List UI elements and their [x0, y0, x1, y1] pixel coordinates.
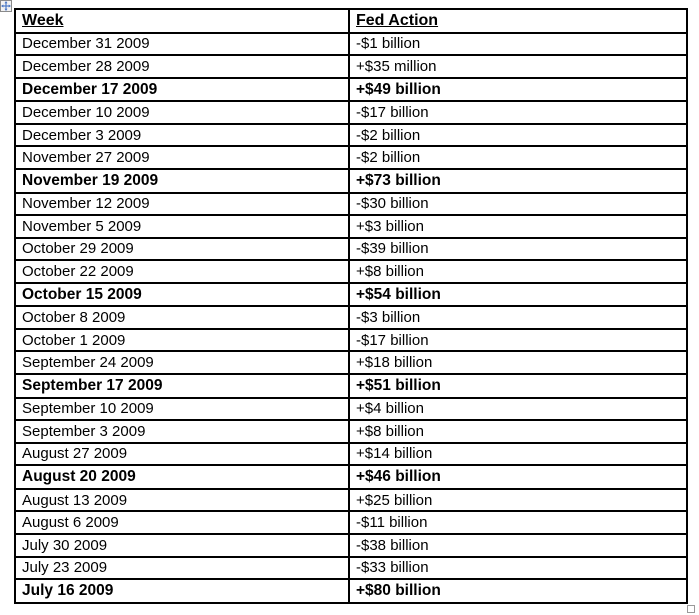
action-cell[interactable]: -$17 billion: [348, 100, 688, 125]
week-cell[interactable]: October 8 2009: [14, 305, 350, 330]
table-row: October 1 2009 -$17 billion: [14, 327, 688, 353]
action-cell[interactable]: -$39 billion: [348, 236, 688, 262]
action-cell[interactable]: -$30 billion: [348, 191, 688, 217]
week-cell[interactable]: July 16 2009: [14, 578, 350, 604]
action-cell[interactable]: +$51 billion: [348, 373, 688, 399]
week-cell[interactable]: December 17 2009: [14, 76, 350, 103]
table-row: November 27 2009 -$2 billion: [14, 145, 688, 170]
week-cell[interactable]: August 13 2009: [14, 487, 350, 513]
action-cell[interactable]: +$49 billion: [348, 76, 688, 103]
week-cell[interactable]: August 20 2009: [14, 464, 350, 490]
column-header-fed-action[interactable]: Fed Action: [348, 8, 688, 34]
table-row: September 10 2009 +$4 billion: [14, 396, 688, 422]
table-row: September 17 2009 +$51 billion: [14, 373, 688, 399]
week-cell[interactable]: October 1 2009: [14, 327, 350, 353]
action-cell[interactable]: +$73 billion: [348, 167, 688, 194]
action-cell[interactable]: -$38 billion: [348, 533, 688, 558]
week-cell[interactable]: November 5 2009: [14, 214, 350, 239]
table-row: December 31 2009 -$1 billion: [14, 31, 688, 57]
week-cell[interactable]: September 3 2009: [14, 419, 350, 444]
action-cell[interactable]: +$35 million: [348, 54, 688, 79]
table-row: July 23 2009 -$33 billion: [14, 555, 688, 580]
action-cell[interactable]: +$54 billion: [348, 281, 688, 308]
action-cell[interactable]: -$2 billion: [348, 145, 688, 170]
table-row: December 10 2009 -$17 billion: [14, 100, 688, 125]
table-row: September 3 2009 +$8 billion: [14, 419, 688, 444]
week-cell[interactable]: September 24 2009: [14, 350, 350, 375]
week-cell[interactable]: September 10 2009: [14, 396, 350, 422]
table-row: December 17 2009 +$49 billion: [14, 76, 688, 103]
week-cell[interactable]: December 31 2009: [14, 31, 350, 57]
column-header-week[interactable]: Week: [14, 8, 350, 34]
week-cell[interactable]: July 23 2009: [14, 555, 350, 580]
table-row: August 20 2009 +$46 billion: [14, 464, 688, 490]
week-cell[interactable]: November 27 2009: [14, 145, 350, 170]
table-row: November 12 2009 -$30 billion: [14, 191, 688, 217]
action-cell[interactable]: +$46 billion: [348, 464, 688, 490]
table-row: November 5 2009 +$3 billion: [14, 214, 688, 239]
week-cell[interactable]: October 29 2009: [14, 236, 350, 262]
table-resize-handle[interactable]: [687, 605, 695, 613]
week-cell[interactable]: July 30 2009: [14, 533, 350, 558]
action-cell[interactable]: +$3 billion: [348, 214, 688, 239]
action-cell[interactable]: -$2 billion: [348, 122, 688, 148]
table-row: December 28 2009 +$35 million: [14, 54, 688, 79]
action-cell[interactable]: +$8 billion: [348, 259, 688, 284]
table-row: July 16 2009 +$80 billion: [14, 578, 688, 604]
action-cell[interactable]: -$17 billion: [348, 327, 688, 353]
action-cell[interactable]: +$18 billion: [348, 350, 688, 375]
table-row: August 13 2009 +$25 billion: [14, 487, 688, 513]
action-cell[interactable]: +$4 billion: [348, 396, 688, 422]
action-cell[interactable]: -$33 billion: [348, 555, 688, 580]
table-move-handle[interactable]: [0, 0, 12, 12]
table-row: August 6 2009 -$11 billion: [14, 510, 688, 535]
week-cell[interactable]: December 28 2009: [14, 54, 350, 79]
action-cell[interactable]: +$8 billion: [348, 419, 688, 444]
action-cell[interactable]: -$3 billion: [348, 305, 688, 330]
week-cell[interactable]: September 17 2009: [14, 373, 350, 399]
week-cell[interactable]: October 15 2009: [14, 281, 350, 308]
action-cell[interactable]: +$80 billion: [348, 578, 688, 604]
table-row: October 15 2009 +$54 billion: [14, 281, 688, 308]
action-cell[interactable]: -$1 billion: [348, 31, 688, 57]
move-cross-icon: [1, 1, 11, 11]
fed-action-table: Week Fed Action December 31 2009 -$1 bil…: [14, 8, 688, 604]
table-row: July 30 2009 -$38 billion: [14, 533, 688, 558]
week-cell[interactable]: August 6 2009: [14, 510, 350, 535]
week-cell[interactable]: December 3 2009: [14, 122, 350, 148]
action-cell[interactable]: -$11 billion: [348, 510, 688, 535]
week-cell[interactable]: November 12 2009: [14, 191, 350, 217]
week-cell[interactable]: December 10 2009: [14, 100, 350, 125]
column-header-week-label: Week: [22, 11, 64, 29]
table-row: December 3 2009 -$2 billion: [14, 122, 688, 148]
column-header-fed-action-label: Fed Action: [356, 11, 439, 29]
table-row: September 24 2009 +$18 billion: [14, 350, 688, 375]
week-cell[interactable]: November 19 2009: [14, 167, 350, 194]
table-row: October 8 2009 -$3 billion: [14, 305, 688, 330]
week-cell[interactable]: August 27 2009: [14, 441, 350, 467]
action-cell[interactable]: +$25 billion: [348, 487, 688, 513]
week-cell[interactable]: October 22 2009: [14, 259, 350, 284]
table-row: August 27 2009 +$14 billion: [14, 441, 688, 467]
table-row: October 22 2009 +$8 billion: [14, 259, 688, 284]
table-header-row: Week Fed Action: [14, 8, 688, 34]
table-row: November 19 2009 +$73 billion: [14, 167, 688, 194]
action-cell[interactable]: +$14 billion: [348, 441, 688, 467]
table-row: October 29 2009 -$39 billion: [14, 236, 688, 262]
